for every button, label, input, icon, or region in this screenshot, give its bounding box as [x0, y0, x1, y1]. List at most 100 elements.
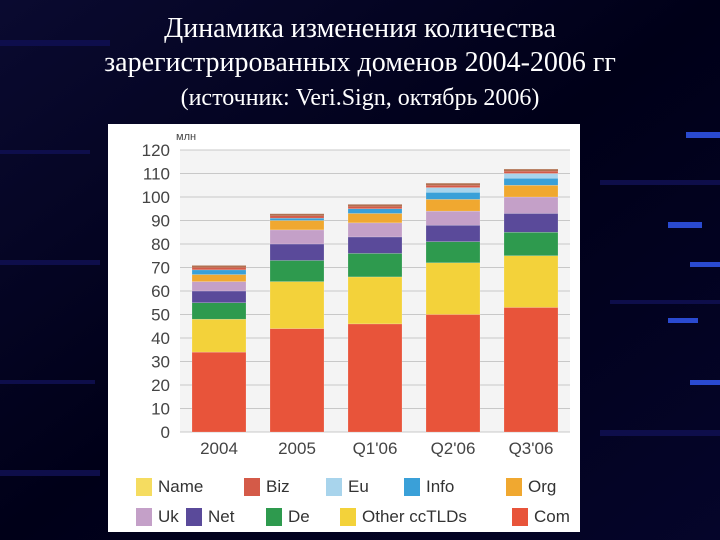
- bar-segment-other-cctlds: [425, 262, 481, 315]
- bar-cap: [192, 265, 246, 268]
- legend-label: Name: [158, 477, 204, 496]
- legend-row: Uk Net De Other ccTLDs Com: [108, 504, 580, 530]
- x-tick-label: 2004: [200, 439, 238, 458]
- legend-swatch: [244, 478, 260, 496]
- y-unit-label: млн: [176, 131, 196, 143]
- bar-segment-org: [269, 220, 325, 231]
- y-tick-label: 100: [142, 188, 170, 207]
- chart-legend: Name Biz Eu Info Org Uk Net De Other ccTLDs Com: [108, 472, 580, 532]
- bar-segment-net: [269, 243, 325, 261]
- legend-item: Info: [404, 474, 454, 500]
- bar-segment-uk: [269, 229, 325, 245]
- y-tick-label: 0: [161, 423, 170, 442]
- y-tick-label: 80: [151, 235, 170, 254]
- bar-segment-biz: [503, 170, 559, 174]
- y-tick-label: 90: [151, 212, 170, 231]
- y-tick-label: 60: [151, 282, 170, 301]
- bar-segment-uk: [347, 222, 403, 238]
- bar-cap: [426, 183, 480, 186]
- legend-item: Uk: [136, 504, 179, 530]
- bar-segment-info: [269, 217, 325, 221]
- bar-segment-de: [347, 253, 403, 278]
- bar-segment-info: [425, 192, 481, 200]
- bar-segment-info: [191, 269, 247, 275]
- bar-segment-biz: [347, 206, 403, 210]
- legend-label: Info: [426, 477, 455, 496]
- legend-swatch: [512, 508, 528, 526]
- y-tick-label: 30: [151, 353, 170, 372]
- bar-segment-info: [347, 208, 403, 214]
- legend-swatch: [326, 478, 342, 496]
- legend-label: Eu: [348, 477, 369, 496]
- legend-item: Biz: [244, 474, 290, 500]
- bar-segment-net: [425, 224, 481, 242]
- y-tick-label: 70: [151, 259, 170, 278]
- legend-item: Name: [136, 474, 203, 500]
- legend-item: De: [266, 504, 310, 530]
- x-tick-label: Q3'06: [509, 439, 554, 458]
- legend-swatch: [340, 508, 356, 526]
- y-tick-label: 110: [143, 165, 170, 184]
- bar-segment-other-cctlds: [191, 318, 247, 353]
- legend-label: Net: [208, 507, 235, 526]
- slide-subtitle: (источник: Veri.Sign, октябрь 2006): [180, 85, 540, 111]
- bar-segment-uk: [503, 196, 559, 214]
- bar-segment-com: [191, 351, 247, 433]
- bar-segment-uk: [425, 210, 481, 226]
- legend-label: Other ccTLDs: [362, 507, 467, 526]
- bar-segment-net: [191, 290, 247, 303]
- bar-segment-other-cctlds: [347, 276, 403, 325]
- bar-segment-com: [425, 314, 481, 433]
- legend-swatch: [186, 508, 202, 526]
- bar-segment-com: [347, 323, 403, 433]
- bar-segment-org: [503, 185, 559, 198]
- bar-segment-org: [191, 274, 247, 282]
- slide-title-line1: Динамика изменения количества: [164, 13, 556, 44]
- y-tick-label: 20: [151, 376, 170, 395]
- slide-title: Динамика изменения количества зарегистри…: [0, 12, 720, 80]
- legend-label: Uk: [158, 507, 179, 526]
- bar-segment-biz: [425, 185, 481, 188]
- y-tick-label: 10: [151, 400, 170, 419]
- bar-segment-org: [347, 213, 403, 224]
- y-tick-label: 50: [151, 306, 170, 325]
- bar-segment-de: [503, 232, 559, 256]
- y-tick-label: 40: [151, 329, 170, 348]
- y-tick-label: 120: [142, 141, 170, 160]
- x-tick-label: 2005: [278, 439, 316, 458]
- bar-segment-de: [425, 241, 481, 264]
- bar-segment-net: [503, 213, 559, 233]
- x-tick-label: Q1'06: [353, 439, 398, 458]
- legend-swatch: [506, 478, 522, 496]
- legend-label: Biz: [266, 477, 290, 496]
- bar-cap: [504, 169, 558, 172]
- bar-segment-de: [269, 260, 325, 282]
- x-tick-label: Q2'06: [431, 439, 476, 458]
- legend-label: Com: [534, 507, 570, 526]
- bar-segment-other-cctlds: [503, 255, 559, 308]
- legend-label: De: [288, 507, 310, 526]
- bar-segment-net: [347, 236, 403, 254]
- bar-segment-biz: [269, 215, 325, 219]
- legend-item: Com: [512, 504, 570, 530]
- bar-cap: [270, 213, 324, 216]
- bar-segment-eu: [503, 173, 559, 179]
- bar-segment-other-cctlds: [269, 281, 325, 329]
- legend-swatch: [136, 508, 152, 526]
- legend-row: Name Biz Eu Info Org: [108, 474, 580, 500]
- legend-item: Org: [506, 474, 556, 500]
- bar-segment-com: [503, 307, 559, 433]
- bar-segment-org: [425, 199, 481, 212]
- bar-cap: [348, 204, 402, 207]
- legend-swatch: [266, 508, 282, 526]
- legend-item: Net: [186, 504, 234, 530]
- bar-segment-info: [503, 177, 559, 186]
- legend-swatch: [136, 478, 152, 496]
- slide-title-line2: зарегистрированных доменов 2004-2006 гг: [104, 47, 616, 78]
- bar-segment-com: [269, 328, 325, 433]
- legend-label: Org: [528, 477, 557, 496]
- bar-segment-eu: [425, 187, 481, 193]
- chart-panel: 0 10 20 30 40 50 60 70 80 90 100 110 120 млн 2004 2005 Q…: [108, 124, 580, 532]
- bar-chart: 0 10 20 30 40 50 60 70 80 90 100 110 120 млн 2004 2005 Q…: [142, 131, 570, 458]
- bar-segment-biz: [191, 267, 247, 271]
